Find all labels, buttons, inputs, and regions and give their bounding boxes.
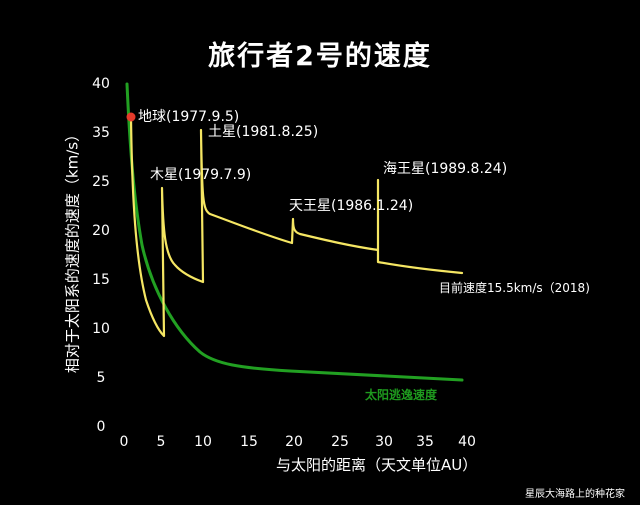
- y-tick: 5: [96, 370, 106, 386]
- y-tick: 25: [92, 174, 110, 190]
- annotation-jupiter: 木星(1979.7.9): [150, 167, 252, 183]
- x-tick: 15: [240, 434, 258, 450]
- x-tick: 0: [119, 434, 129, 450]
- chart-title: 旅行者2号的速度: [208, 41, 432, 72]
- escape-velocity-label: 太阳逃逸速度: [365, 388, 438, 402]
- watermark: 星辰大海路上的种花家: [525, 489, 625, 500]
- y-tick: 35: [92, 125, 110, 141]
- annotation-current-speed: 目前速度15.5km/s（2018): [439, 281, 590, 295]
- y-tick: 10: [92, 321, 110, 337]
- annotation-uranus: 天王星(1986.1.24): [289, 198, 414, 214]
- annotation-neptune: 海王星(1989.8.24): [383, 161, 508, 177]
- y-tick: 40: [92, 76, 110, 92]
- x-tick: 5: [156, 434, 166, 450]
- escape-velocity-line: [125, 82, 464, 382]
- x-axis-label: 与太阳的距离（天文单位AU）: [276, 456, 478, 474]
- x-tick: 30: [375, 434, 393, 450]
- y-tick: 15: [92, 272, 110, 288]
- annotation-saturn: 土星(1981.8.25): [208, 124, 319, 140]
- y-tick: 20: [92, 223, 110, 239]
- annotation-earth: 地球(1977.9.5): [138, 109, 240, 125]
- x-tick: 40: [458, 434, 476, 450]
- x-tick: 20: [285, 434, 303, 450]
- y-tick: 0: [96, 419, 106, 435]
- voyager-speed-line: [129, 115, 464, 338]
- x-tick: 35: [416, 434, 434, 450]
- x-tick: 25: [331, 434, 349, 450]
- x-tick: 10: [194, 434, 212, 450]
- earth-marker: [126, 112, 136, 122]
